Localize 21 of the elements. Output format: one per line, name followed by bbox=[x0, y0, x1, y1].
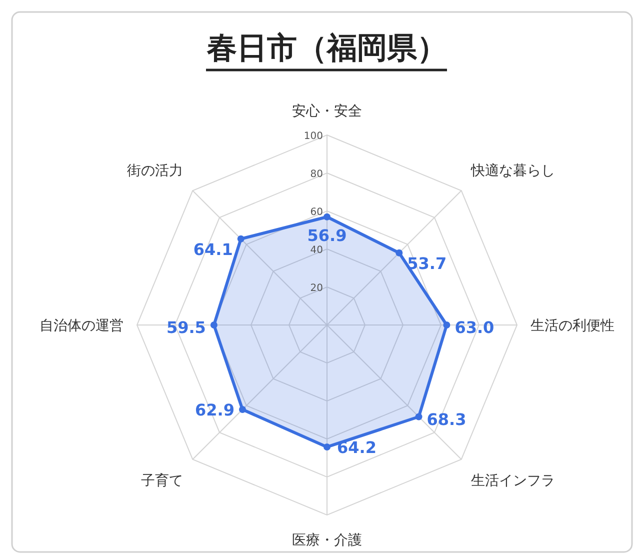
data-label: 63.0 bbox=[454, 318, 494, 337]
spoke-label: 生活インフラ bbox=[470, 472, 555, 489]
y-tick-label: 40 bbox=[310, 245, 323, 256]
y-tick-label: 100 bbox=[304, 131, 323, 142]
spoke-label: 医療・介護 bbox=[292, 532, 362, 548]
spoke-label: 子育て bbox=[141, 472, 184, 489]
spoke-label: 生活の利便性 bbox=[530, 318, 614, 334]
spoke-label: 街の活力 bbox=[127, 163, 184, 180]
data-label: 53.7 bbox=[407, 254, 447, 273]
y-tick-label: 60 bbox=[310, 207, 323, 218]
data-label: 64.1 bbox=[193, 240, 233, 259]
spoke-label: 自治体の運営 bbox=[40, 318, 124, 334]
y-tick-label: 20 bbox=[310, 283, 323, 294]
spoke-label: 快適な暮らし bbox=[470, 163, 555, 180]
data-label: 68.3 bbox=[426, 410, 466, 429]
data-label: 62.9 bbox=[195, 400, 234, 420]
data-label: 59.5 bbox=[166, 318, 206, 337]
spoke-label: 安心・安全 bbox=[292, 104, 362, 120]
data-label: 56.9 bbox=[307, 226, 347, 245]
chart-title: 春日市（福岡県） bbox=[206, 31, 447, 66]
y-tick-label: 80 bbox=[310, 169, 323, 180]
